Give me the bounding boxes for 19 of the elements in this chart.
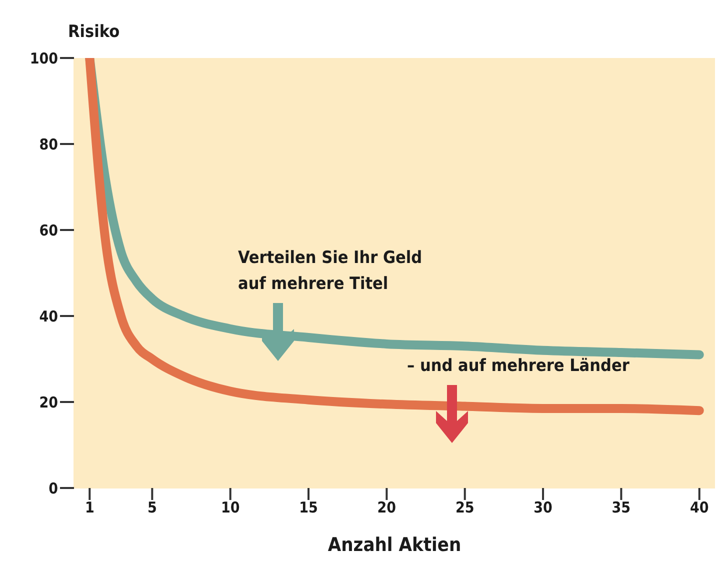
y-axis-title: Risiko (68, 22, 120, 42)
x-tick-label: 30 (534, 498, 552, 517)
x-tick-label: 15 (299, 498, 318, 517)
annotation: Verteilen Sie Ihr Geld auf mehrere Titel (238, 248, 422, 294)
x-tick-label: 10 (220, 498, 240, 517)
y-tick-label: 20 (39, 393, 58, 412)
y-tick-label: 60 (39, 221, 58, 240)
x-tick-label: 35 (612, 498, 631, 517)
x-axis-title: Anzahl Aktien (326, 534, 462, 556)
x-tick-label: 25 (455, 498, 474, 517)
annotation: – und auf mehrere Länder (407, 356, 630, 376)
x-tick-label: 1 (84, 498, 94, 517)
y-tick-label: 100 (30, 49, 58, 68)
x-tick-label: 5 (147, 498, 157, 517)
y-tick-label: 40 (39, 307, 58, 326)
x-tick-label: 40 (690, 498, 709, 517)
y-tick-label: 0 (48, 479, 58, 498)
y-tick-label: 80 (39, 135, 58, 154)
x-tick-label: 20 (377, 498, 396, 517)
